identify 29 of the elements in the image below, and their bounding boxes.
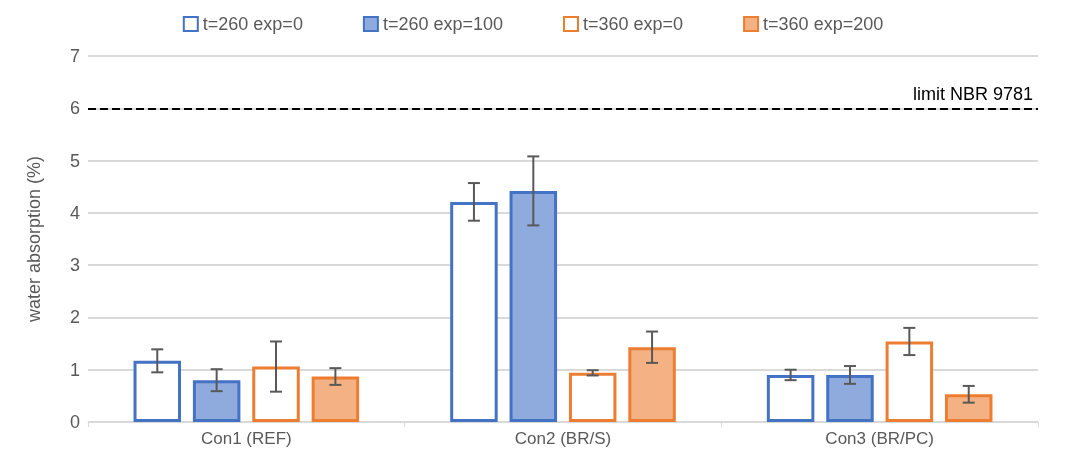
y-tick-label: 0 [69, 412, 80, 432]
y-tick-label: 7 [69, 46, 80, 66]
bar [766, 374, 815, 422]
y-tick-label: 1 [69, 359, 80, 380]
bar [133, 360, 182, 422]
legend-label: t=260 exp=100 [382, 14, 504, 34]
bar [885, 341, 934, 422]
x-tick-label: Con1 (REF) [200, 429, 292, 448]
y-tick-label: 6 [69, 98, 80, 119]
bar [450, 201, 498, 422]
y-tick-label: 3 [69, 255, 80, 276]
ref-line-label: limit NBR 9781 [912, 84, 1033, 105]
legend-label: t=260 exp=0 [202, 14, 303, 34]
bar [311, 376, 360, 422]
bar [192, 380, 241, 422]
bar [509, 190, 558, 422]
y-tick-label: 5 [69, 150, 80, 171]
bar [944, 394, 993, 422]
bar [568, 372, 617, 422]
bar [252, 366, 300, 422]
x-tick-label: Con3 (BR/PC) [825, 429, 934, 448]
legend-label: t=360 exp=200 [763, 14, 884, 34]
y-axis-title: water absorption (%) [24, 155, 44, 324]
y-tick-label: 4 [69, 202, 80, 223]
legend-label: t=360 exp=0 [583, 14, 684, 34]
bar [628, 347, 676, 422]
bar [826, 374, 874, 422]
y-tick-label: 2 [69, 307, 80, 328]
x-tick-label: Con2 (BR/S) [514, 429, 612, 448]
